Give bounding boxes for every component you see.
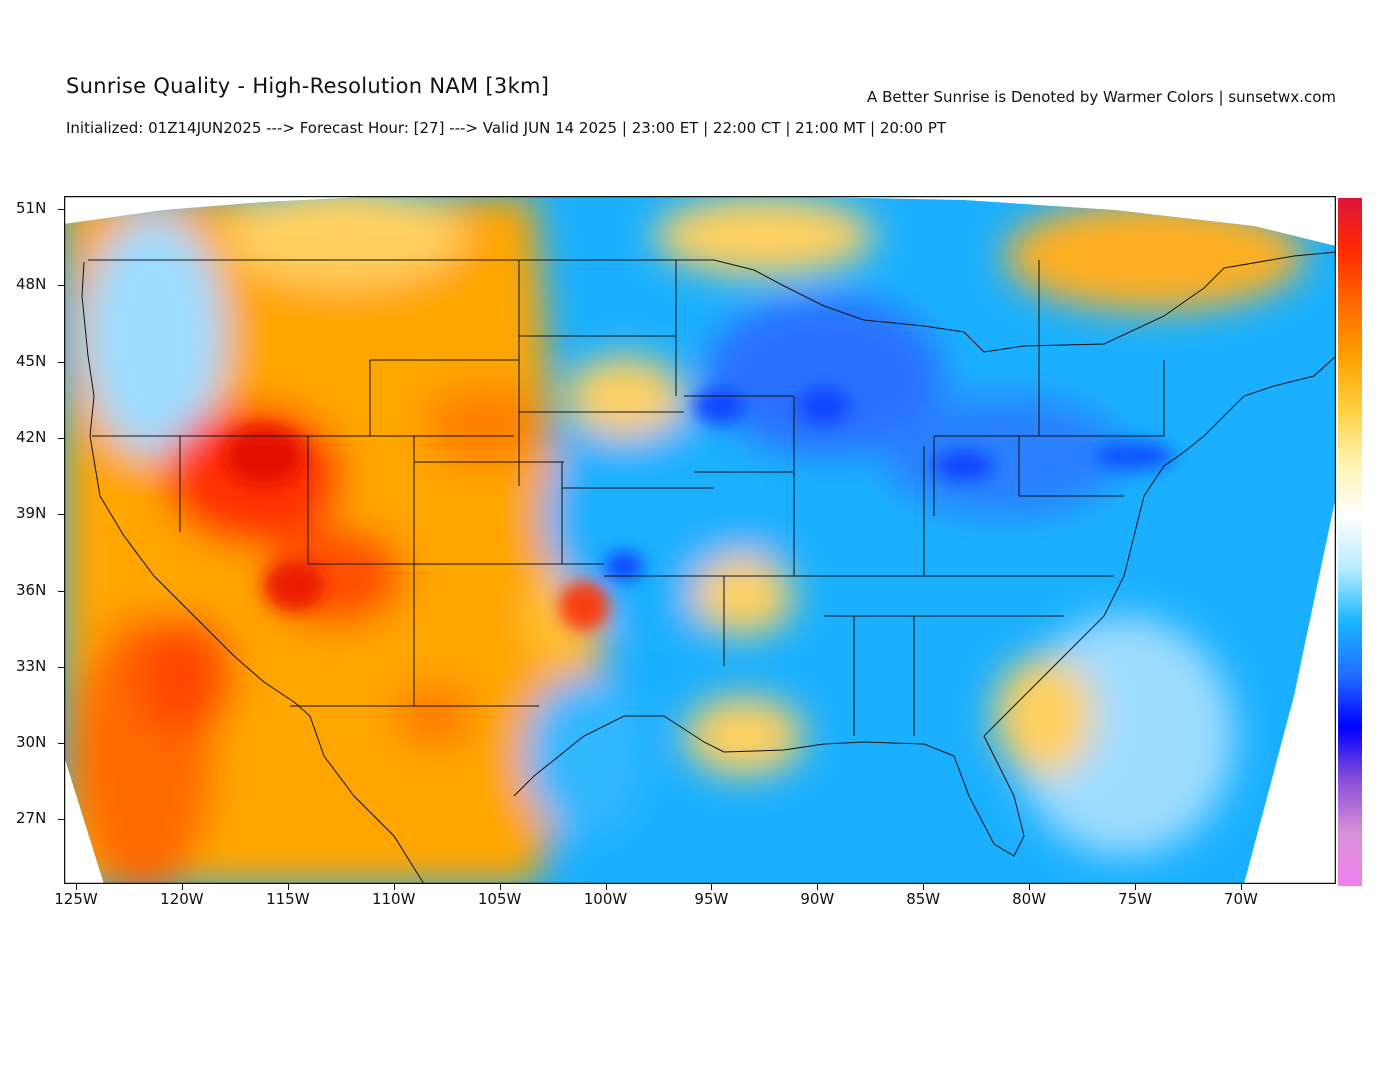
- lon-tick: [1135, 884, 1136, 890]
- map-subtitle: Initialized: 01Z14JUN2025 ---> Forecast …: [66, 119, 947, 137]
- lon-tick: [605, 884, 607, 890]
- lat-tick: [58, 590, 64, 592]
- lon-tick: [181, 884, 183, 890]
- lon-tick: [1029, 884, 1031, 890]
- lon-label: 80W: [1012, 890, 1047, 908]
- map-tagline: A Better Sunrise is Denoted by Warmer Co…: [867, 88, 1336, 106]
- lon-tick: [287, 884, 289, 890]
- lat-tick: [58, 514, 64, 516]
- lon-tick: [499, 884, 501, 890]
- colorbar: [1338, 198, 1362, 886]
- lat-label: 42N: [16, 427, 47, 446]
- lon-label: 75W: [1118, 890, 1152, 908]
- lat-label: 51N: [16, 199, 47, 217]
- lon-tick: [1240, 884, 1242, 890]
- lon-tick: [923, 884, 925, 890]
- lat-tick: [58, 819, 64, 821]
- lon-label: 90W: [800, 890, 835, 908]
- lon-label: 110W: [371, 890, 416, 908]
- lon-tick: [817, 884, 819, 890]
- lon-label: 95W: [694, 890, 729, 908]
- lat-tick: [58, 361, 64, 363]
- lon-tick: [76, 884, 77, 890]
- lat-tick: [58, 743, 64, 745]
- lat-label: 33N: [16, 656, 47, 675]
- forecast-map: [64, 196, 1336, 884]
- lat-label: 45N: [16, 351, 47, 370]
- lon-label: 105W: [477, 890, 522, 908]
- lat-label: 36N: [16, 580, 47, 599]
- lon-label: 125W: [54, 890, 98, 908]
- lat-label: 27N: [16, 809, 47, 828]
- lon-label: 70W: [1223, 890, 1258, 908]
- lat-label: 39N: [16, 504, 47, 523]
- lat-tick: [58, 285, 64, 287]
- lat-tick: [58, 666, 64, 668]
- lat-label: 48N: [16, 275, 47, 294]
- lon-tick: [393, 884, 395, 890]
- map-title: Sunrise Quality - High-Resolution NAM [3…: [66, 74, 550, 98]
- lon-label: 85W: [906, 890, 941, 908]
- map-panel: [64, 196, 1336, 884]
- lat-tick: [58, 209, 64, 210]
- lon-label: 100W: [583, 890, 628, 908]
- map-frame: [64, 196, 1336, 884]
- lon-tick: [711, 884, 713, 890]
- lon-label: 120W: [160, 890, 204, 908]
- lon-label: 115W: [266, 890, 310, 908]
- lat-tick: [58, 437, 64, 439]
- lat-label: 30N: [16, 733, 47, 752]
